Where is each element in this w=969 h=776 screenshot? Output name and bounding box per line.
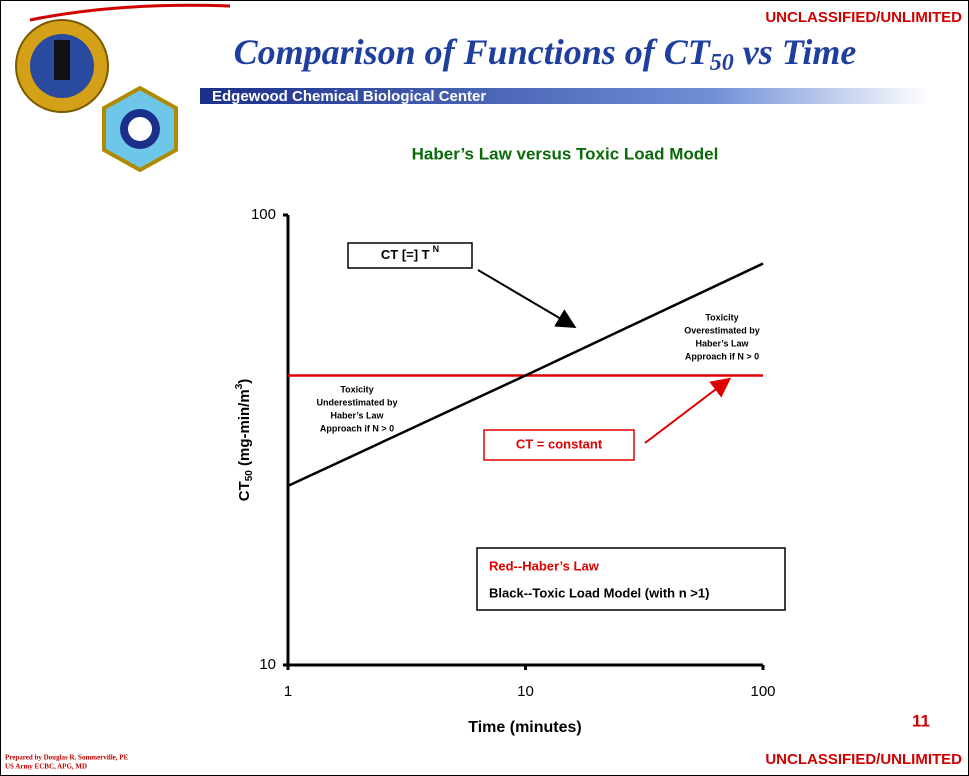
note-text: Toxicity	[705, 312, 738, 322]
text-part: 3	[234, 383, 245, 389]
x-tick-label: 100	[750, 683, 775, 700]
note-text: Haber’s Law	[695, 338, 749, 348]
plot: 10 100 1 10 100 Time (minutes) CT50 (mg-min/m3…	[234, 206, 776, 736]
x-axis-label: Time (minutes)	[468, 719, 582, 736]
legend-entry: Black--Toxic Load Model (with n >1)	[489, 585, 709, 600]
text-part: CT [=] T	[381, 247, 430, 262]
legend-entry: Red--Haber’s Law	[489, 558, 600, 573]
constant-box-text: CT = constant	[516, 436, 603, 451]
text-part: )	[236, 379, 253, 384]
author: Prepared by Douglas R. Sommerville, PE	[5, 754, 129, 762]
header-band	[200, 88, 930, 104]
series-line	[287, 262, 764, 488]
x-tick-label: 10	[517, 683, 534, 700]
y-tick-label: 10	[259, 656, 276, 673]
text-part: 50	[244, 470, 255, 482]
slide-title: Comparison of Functions of CT50 vs Time	[234, 32, 857, 75]
text-part: CT	[236, 481, 253, 501]
constant-box	[483, 429, 635, 461]
logo	[15, 19, 178, 173]
classification-bottom: UNCLASSIFIED/UNLIMITED	[765, 751, 962, 768]
note-text: Approach if N > 0	[320, 423, 394, 433]
x-tick-label: 1	[284, 683, 292, 700]
legend-box	[476, 547, 786, 611]
page-number: 11	[912, 711, 930, 730]
text-part: 50	[710, 50, 734, 76]
swoosh	[29, 3, 231, 22]
text-part: (mg-min/m	[236, 389, 253, 470]
note-text: Overestimated by	[684, 325, 760, 335]
y-axis-label: CT50 (mg-min/m3)	[234, 379, 255, 502]
chart-title: Haber’s Law versus Toxic Load Model	[412, 144, 719, 163]
text-part: vs Time	[734, 32, 857, 72]
text-part: Comparison of Functions of CT	[234, 32, 712, 72]
classification-top: UNCLASSIFIED/UNLIMITED	[765, 9, 962, 26]
note-text: Toxicity	[340, 384, 373, 394]
y-tick-label: 100	[251, 206, 276, 223]
note-text: Haber’s Law	[330, 410, 384, 420]
arrow	[477, 269, 577, 329]
text-part: N	[433, 244, 440, 254]
author: US Army ECBC, APG, MD	[5, 763, 87, 771]
note-text: Approach if N > 0	[685, 351, 759, 361]
power-box	[347, 242, 473, 269]
organization: Edgewood Chemical Biological Center	[212, 88, 486, 105]
note-text: Underestimated by	[316, 397, 397, 407]
arrow	[644, 377, 732, 444]
